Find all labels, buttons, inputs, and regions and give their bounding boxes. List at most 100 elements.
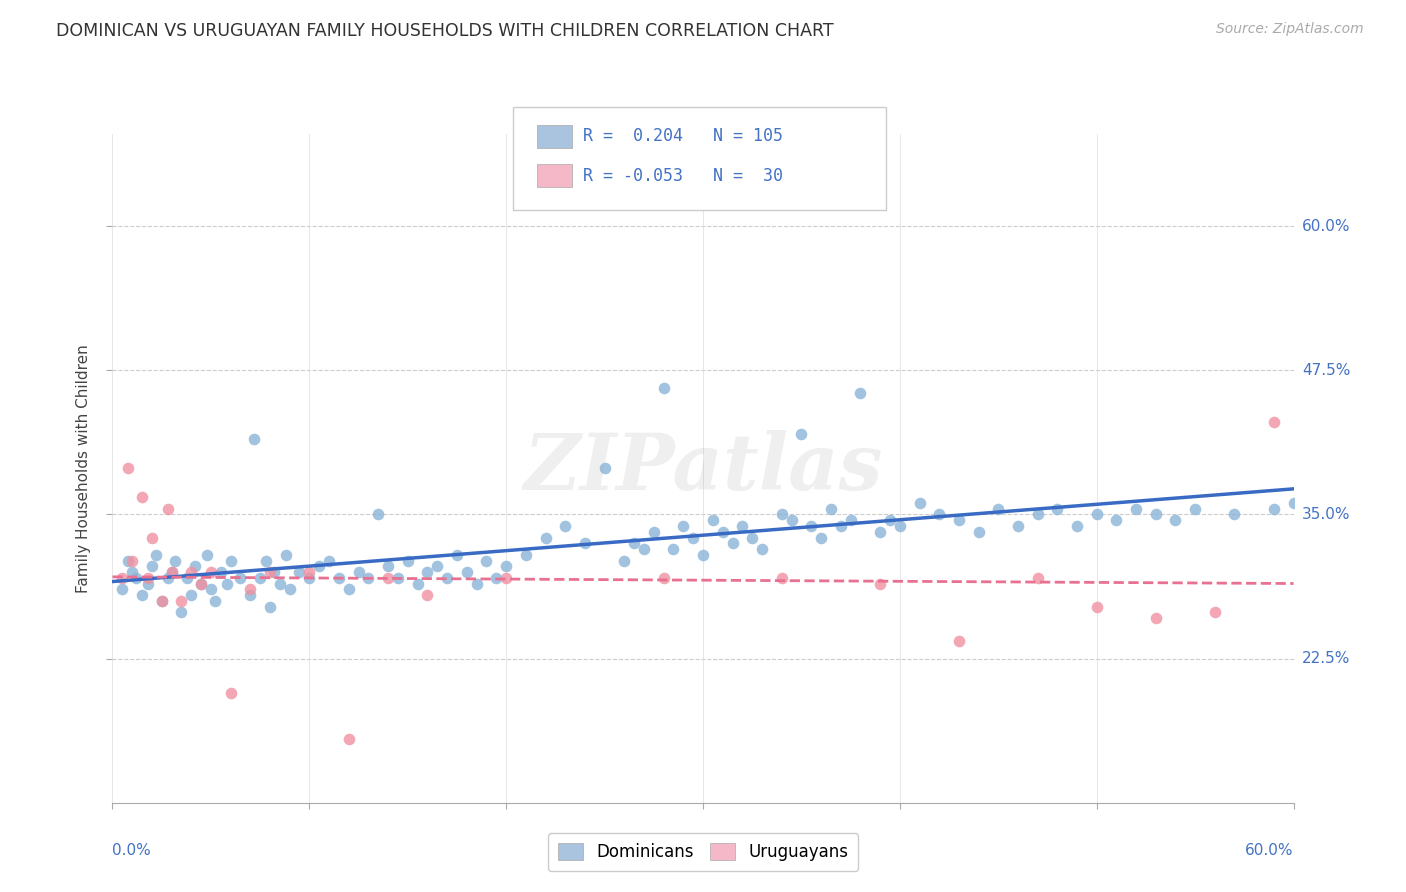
Point bbox=[928, 508, 950, 522]
Point bbox=[204, 594, 226, 608]
Point bbox=[239, 588, 262, 602]
Point bbox=[160, 565, 183, 579]
Point bbox=[711, 524, 734, 539]
Point bbox=[249, 571, 271, 585]
Point bbox=[751, 542, 773, 557]
Point bbox=[121, 553, 143, 567]
Point bbox=[613, 553, 636, 567]
Point bbox=[495, 571, 517, 585]
Point bbox=[495, 559, 517, 574]
Point bbox=[215, 576, 238, 591]
Point bbox=[770, 571, 793, 585]
Point bbox=[288, 565, 311, 579]
Point bbox=[436, 571, 458, 585]
Point bbox=[721, 536, 744, 550]
Point bbox=[150, 594, 173, 608]
Point bbox=[219, 553, 242, 567]
Point bbox=[662, 542, 685, 557]
Point bbox=[682, 531, 704, 545]
Point bbox=[692, 548, 714, 562]
Point bbox=[869, 576, 891, 591]
Point bbox=[1204, 606, 1226, 620]
Point bbox=[337, 732, 360, 747]
Point bbox=[254, 553, 277, 567]
Point bbox=[456, 565, 478, 579]
Point bbox=[200, 565, 222, 579]
Point bbox=[849, 386, 872, 401]
Point bbox=[800, 519, 823, 533]
Point bbox=[869, 524, 891, 539]
Point bbox=[347, 565, 370, 579]
Point bbox=[702, 513, 724, 527]
Point bbox=[278, 582, 301, 597]
Point bbox=[1026, 508, 1049, 522]
Point bbox=[131, 490, 153, 504]
Point bbox=[1085, 508, 1108, 522]
Point bbox=[165, 553, 187, 567]
Point bbox=[170, 606, 193, 620]
Point bbox=[672, 519, 695, 533]
Point bbox=[1026, 571, 1049, 585]
Point bbox=[131, 588, 153, 602]
Point bbox=[125, 571, 148, 585]
Point bbox=[190, 576, 212, 591]
Point bbox=[180, 565, 202, 579]
Point bbox=[416, 588, 439, 602]
Point bbox=[948, 513, 970, 527]
Point bbox=[170, 594, 193, 608]
Point bbox=[1263, 501, 1285, 516]
Text: 35.0%: 35.0% bbox=[1302, 507, 1350, 522]
Point bbox=[200, 582, 222, 597]
Point bbox=[515, 548, 537, 562]
Point bbox=[367, 508, 389, 522]
Point bbox=[318, 553, 340, 567]
Point bbox=[741, 531, 763, 545]
Point bbox=[574, 536, 596, 550]
Point bbox=[879, 513, 901, 527]
Point bbox=[243, 433, 266, 447]
Point bbox=[160, 565, 183, 579]
Point bbox=[219, 686, 242, 700]
Point bbox=[948, 634, 970, 648]
Point bbox=[830, 519, 852, 533]
Point bbox=[141, 559, 163, 574]
Point bbox=[239, 582, 262, 597]
Point bbox=[195, 548, 218, 562]
Point bbox=[1144, 611, 1167, 625]
Point bbox=[1263, 415, 1285, 429]
Point bbox=[190, 576, 212, 591]
Point bbox=[396, 553, 419, 567]
Point bbox=[633, 542, 655, 557]
Point bbox=[184, 559, 207, 574]
Point bbox=[770, 508, 793, 522]
Point bbox=[111, 571, 134, 585]
Point bbox=[839, 513, 862, 527]
Text: 0.0%: 0.0% bbox=[112, 843, 152, 858]
Point bbox=[229, 571, 252, 585]
Text: 60.0%: 60.0% bbox=[1246, 843, 1294, 858]
Point bbox=[117, 461, 139, 475]
Point bbox=[1007, 519, 1029, 533]
Point bbox=[1282, 496, 1305, 510]
Point bbox=[259, 565, 281, 579]
Point bbox=[308, 559, 330, 574]
Point bbox=[209, 565, 232, 579]
Point bbox=[1085, 599, 1108, 614]
Point bbox=[111, 582, 134, 597]
Point bbox=[485, 571, 508, 585]
Point bbox=[387, 571, 409, 585]
Point bbox=[416, 565, 439, 579]
Text: ZIPatlas: ZIPatlas bbox=[523, 430, 883, 507]
Y-axis label: Family Households with Children: Family Households with Children bbox=[76, 344, 91, 592]
Point bbox=[810, 531, 832, 545]
Point bbox=[406, 576, 429, 591]
Point bbox=[156, 501, 179, 516]
Point bbox=[117, 553, 139, 567]
Point bbox=[593, 461, 616, 475]
Point bbox=[426, 559, 449, 574]
Legend: Dominicans, Uruguayans: Dominicans, Uruguayans bbox=[547, 833, 859, 871]
Point bbox=[136, 571, 159, 585]
Point bbox=[643, 524, 665, 539]
Point bbox=[780, 513, 803, 527]
Point bbox=[731, 519, 754, 533]
